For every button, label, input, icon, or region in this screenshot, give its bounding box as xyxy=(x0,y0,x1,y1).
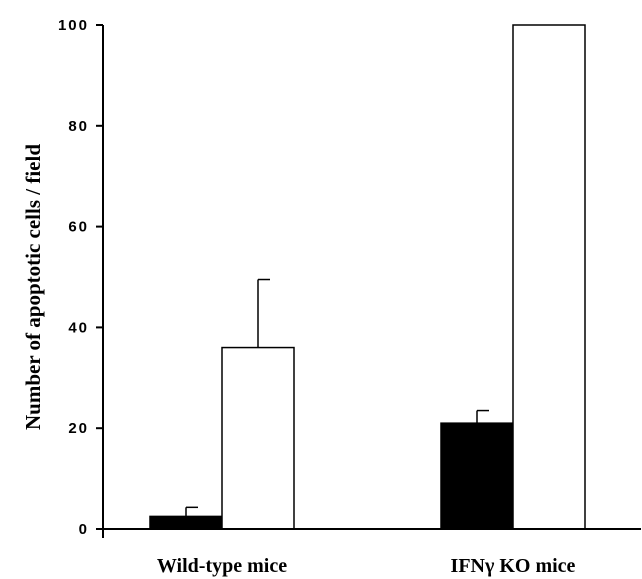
bar-1-1 xyxy=(512,24,586,530)
y-tick-label-2: 40 xyxy=(68,319,89,336)
y-tick-label-0: 0 xyxy=(79,521,89,538)
x-category-label-0: Wild-type mice xyxy=(157,555,287,577)
y-tick-label-4: 80 xyxy=(68,118,89,135)
x-category-labels: Wild-type mice IFNγ KO mice xyxy=(157,555,576,577)
bar-0-0 xyxy=(149,515,223,530)
y-tick-label-1: 20 xyxy=(68,420,89,437)
y-tick-label-3: 60 xyxy=(68,219,89,236)
y-axis-title: Number of apoptotic cells / field xyxy=(21,144,45,430)
bar-1-0 xyxy=(440,422,514,530)
y-tick-label-5: 100 xyxy=(58,17,89,34)
x-category-label-1: IFNγ KO mice xyxy=(451,555,576,577)
y-ticks: 0 20 40 60 80 100 xyxy=(58,17,103,538)
bar-0-1 xyxy=(221,346,295,530)
bars-layer xyxy=(149,24,586,530)
